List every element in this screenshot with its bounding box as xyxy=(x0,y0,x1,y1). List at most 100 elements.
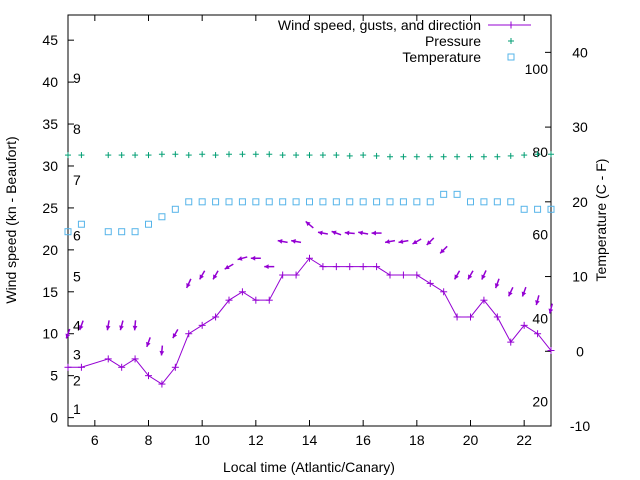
pressure-point xyxy=(65,152,71,159)
pressure-point xyxy=(333,152,340,159)
temperature-point xyxy=(413,198,421,206)
y2-tick-labels: -10 0 10 20 30 40 xyxy=(570,44,590,434)
wind-speed-point xyxy=(292,271,300,279)
legend-swatch-marker xyxy=(507,53,515,61)
pressure-point xyxy=(279,152,286,159)
beaufort-label: 7 xyxy=(73,172,81,188)
wind-arrow-head xyxy=(454,274,459,280)
wind-speed-point xyxy=(319,263,327,271)
temperature-point xyxy=(279,198,287,206)
wind-speed-point xyxy=(373,263,381,271)
wind-arrow xyxy=(224,263,234,270)
temperature-point xyxy=(520,205,528,213)
y2-tick-label: 40 xyxy=(572,44,588,60)
y-tick-label: 35 xyxy=(42,116,58,132)
pressure-point xyxy=(319,152,326,159)
wind-arrow-head xyxy=(105,325,111,331)
wind-arrow-head xyxy=(199,274,204,280)
pressure-point xyxy=(360,152,367,159)
wind-speed-line xyxy=(68,257,552,385)
wind-arrow-head xyxy=(344,230,350,236)
temperature-point xyxy=(238,198,246,206)
wind-arrow xyxy=(384,239,396,244)
wind-arrow-head xyxy=(65,333,71,339)
wind-arrow xyxy=(250,255,261,261)
wind-speed-point xyxy=(440,288,448,296)
x-tick-label: 20 xyxy=(463,432,479,448)
pressure-point xyxy=(454,153,461,160)
wind-arrow-head xyxy=(237,256,243,261)
legend-label: Pressure xyxy=(425,33,481,49)
series-layer xyxy=(64,151,555,388)
wind-arrow-head xyxy=(426,240,432,246)
fahrenheit-label: 40 xyxy=(532,310,548,326)
wind-speed-point xyxy=(118,363,126,371)
wind-speed-point xyxy=(104,355,112,363)
y-tick-label: 10 xyxy=(42,326,58,342)
wind-speed-point xyxy=(185,330,193,338)
legend-label: Wind speed, gusts, and direction xyxy=(278,17,481,33)
wind-arrow-head xyxy=(277,239,283,244)
pressure-point xyxy=(293,152,300,159)
pressure-point xyxy=(548,151,554,158)
wind-arrow-head xyxy=(213,274,218,280)
legend-swatch-marker xyxy=(508,38,514,44)
wind-speed-point xyxy=(306,254,313,262)
temperature-point xyxy=(453,190,461,198)
pressure-point xyxy=(413,153,420,160)
pressure-point xyxy=(400,153,407,160)
y-tick-label: 20 xyxy=(42,242,58,258)
temperature-point xyxy=(306,198,313,206)
y2-tick-label: 20 xyxy=(572,194,588,210)
x-tick-label: 16 xyxy=(355,432,371,448)
wind-arrow xyxy=(105,320,111,331)
temperature-point xyxy=(104,228,112,236)
pressure-point xyxy=(440,153,447,160)
x-tick-label: 6 xyxy=(91,432,99,448)
wind-speed-point xyxy=(467,313,474,321)
wind-arrow-head xyxy=(548,308,554,314)
wind-arrow-head xyxy=(78,325,84,331)
y-axis-label: Wind speed (kn - Beaufort) xyxy=(3,136,19,303)
x-tick-label: 8 xyxy=(145,432,153,448)
temperature-point xyxy=(332,198,340,206)
wind-arrow xyxy=(494,278,500,289)
x-tick-label: 10 xyxy=(194,432,210,448)
wind-arrow xyxy=(371,230,382,236)
wind-arrow xyxy=(291,239,302,244)
wind-arrow xyxy=(78,320,84,331)
temperature-point xyxy=(547,205,555,213)
x-tick-label: 12 xyxy=(248,432,264,448)
wind-speed-point xyxy=(520,321,528,329)
wind-speed-point xyxy=(279,271,287,279)
pressure-point xyxy=(158,151,165,158)
temperature-point xyxy=(118,228,126,236)
wind-speed-point xyxy=(225,296,233,304)
temperature-point xyxy=(426,198,434,206)
wind-arrow xyxy=(159,345,165,356)
wind-speed-point xyxy=(198,321,206,329)
pressure-point xyxy=(145,152,152,159)
wind-arrow-head xyxy=(186,282,191,288)
wind-arrow-head xyxy=(371,230,376,236)
wind-speed-point xyxy=(453,313,461,321)
legend-swatch-marker xyxy=(507,21,515,29)
temperature-point xyxy=(292,198,300,206)
legend: Wind speed, gusts, and directionPressure… xyxy=(278,17,531,65)
wind-arrow xyxy=(398,239,409,244)
plot-area-frame xyxy=(67,14,552,427)
wind-arrow-head xyxy=(521,291,527,297)
tick-marks xyxy=(68,15,551,427)
legend-label: Temperature xyxy=(402,49,481,65)
pressure-point xyxy=(534,151,541,158)
pressure-point xyxy=(427,153,434,160)
wind-arrow-head xyxy=(132,325,138,331)
wind-speed-point xyxy=(64,363,72,371)
pressure-point xyxy=(306,152,313,159)
wind-speed-point xyxy=(480,296,488,304)
beaufort-label: 2 xyxy=(73,373,81,389)
temperature-point xyxy=(131,228,139,236)
beaufort-label: 4 xyxy=(73,317,81,333)
x-axis-label: Local time (Atlantic/Canary) xyxy=(223,459,395,475)
